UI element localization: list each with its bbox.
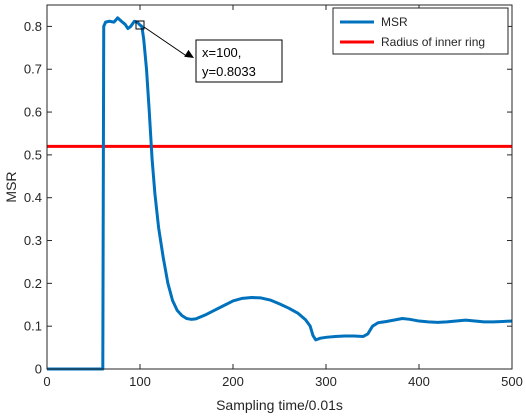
plot-frame	[46, 4, 513, 370]
legend-label-msr: MSR	[381, 15, 408, 29]
y-tick-label: 0.6	[24, 105, 42, 120]
y-tick-label: 0.7	[24, 62, 42, 77]
y-tick-label: 0.8	[24, 19, 42, 34]
legend-box	[332, 7, 509, 55]
x-tick-label: 300	[315, 374, 337, 389]
y-tick-label: 0.1	[24, 319, 42, 334]
y-tick-label: 0.3	[24, 233, 42, 248]
y-tick-label: 0	[35, 362, 42, 377]
ticks-layer: 0 100 200 300 400 500 0 0.1 0.2 0.3 0.4 0.5 0.6 0.7 0.…	[24, 5, 523, 389]
datatip-arrowhead	[184, 49, 194, 58]
x-tick-label: 100	[129, 374, 151, 389]
x-tick-label: 500	[501, 374, 523, 389]
datatip-line1: x=100,	[202, 45, 241, 60]
datatip-box	[195, 39, 283, 83]
datatip-annotation: x=100, y=0.8033	[135, 20, 283, 83]
x-axis-label: Sampling time/0.01s	[216, 397, 343, 413]
datatip-line2: y=0.8033	[202, 64, 256, 79]
legend: MSR Radius of inner ring	[332, 7, 509, 55]
y-tick-label: 0.2	[24, 276, 42, 291]
y-tick-label: 0.5	[24, 147, 42, 162]
y-tick-label: 0.4	[24, 190, 42, 205]
series-layer	[47, 16, 513, 371]
x-tick-label: 400	[408, 374, 430, 389]
x-tick-label: 200	[222, 374, 244, 389]
datatip-leader-line	[143, 26, 189, 58]
y-axis-label: MSR	[3, 171, 19, 202]
x-tick-label: 0	[43, 374, 50, 389]
legend-label-inner-ring: Radius of inner ring	[381, 35, 485, 49]
series-line-msr	[47, 16, 513, 371]
datatip-marker	[135, 20, 145, 30]
